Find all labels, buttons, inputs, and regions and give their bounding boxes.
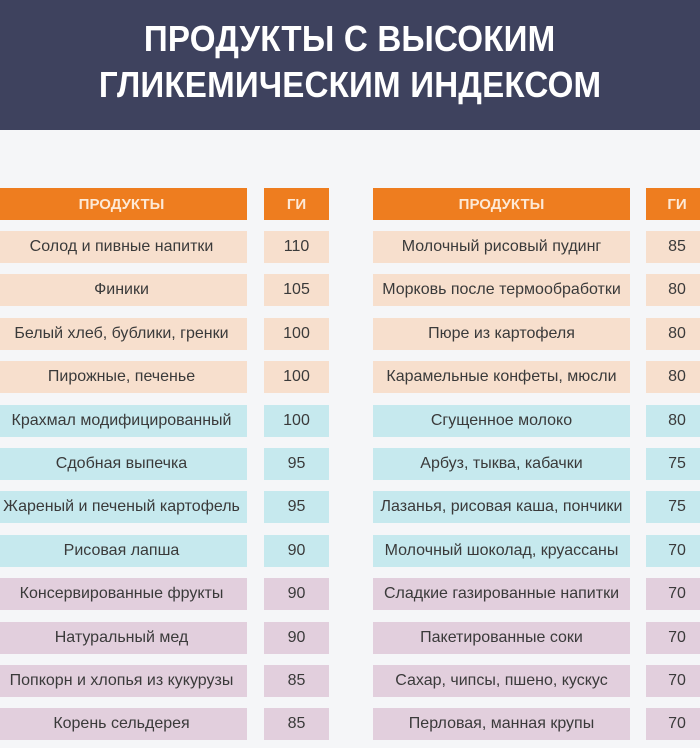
product-name-cell: Молочный рисовый пудинг <box>373 231 630 263</box>
gi-value-cell: 90 <box>264 578 329 610</box>
gi-value-cell: 85 <box>646 231 700 263</box>
title-line-1: ПРОДУКТЫ С ВЫСОКИМ <box>144 18 556 59</box>
product-name-cell: Морковь после термообработки <box>373 274 630 306</box>
gi-value-cell: 70 <box>646 578 700 610</box>
product-name-cell: Сгущенное молоко <box>373 405 630 437</box>
product-name-cell: Сахар, чипсы, пшено, кускус <box>373 665 630 697</box>
column-header-gi: ГИ <box>264 188 329 220</box>
gi-value-cell: 80 <box>646 274 700 306</box>
product-name-cell: Перловая, манная крупы <box>373 708 630 740</box>
column-header-product: ПРОДУКТЫ <box>373 188 630 220</box>
product-name-cell: Натуральный мед <box>0 622 247 654</box>
gi-value-cell: 95 <box>264 491 329 523</box>
gi-value-cell: 90 <box>264 535 329 567</box>
title-line-2: ГЛИКЕМИЧЕСКИМ ИНДЕКСОМ <box>98 64 602 105</box>
gi-value-cell: 70 <box>646 708 700 740</box>
gi-value-cell: 110 <box>264 231 329 263</box>
gi-value-cell: 100 <box>264 318 329 350</box>
product-name-cell: Консервированные фрукты <box>0 578 247 610</box>
gi-value-cell: 80 <box>646 318 700 350</box>
gi-value-cell: 100 <box>264 361 329 393</box>
gi-value-cell: 85 <box>264 665 329 697</box>
product-name-cell: Пакетированные соки <box>373 622 630 654</box>
column-header-gi: ГИ <box>646 188 700 220</box>
product-name-cell: Арбуз, тыква, кабачки <box>373 448 630 480</box>
product-name-cell: Сдобная выпечка <box>0 448 247 480</box>
gi-value-cell: 90 <box>264 622 329 654</box>
gi-value-cell: 80 <box>646 361 700 393</box>
gi-value-cell: 105 <box>264 274 329 306</box>
product-name-cell: Молочный шоколад, круассаны <box>373 535 630 567</box>
gi-value-cell: 70 <box>646 665 700 697</box>
gi-value-cell: 85 <box>264 708 329 740</box>
gi-value-cell: 70 <box>646 622 700 654</box>
gi-value-cell: 70 <box>646 535 700 567</box>
product-name-cell: Попкорн и хлопья из кукурузы <box>0 665 247 697</box>
product-name-cell: Финики <box>0 274 247 306</box>
gi-value-cell: 100 <box>264 405 329 437</box>
product-name-cell: Пюре из картофеля <box>373 318 630 350</box>
product-name-cell: Пирожные, печенье <box>0 361 247 393</box>
title-banner: ПРОДУКТЫ С ВЫСОКИМ ГЛИКЕМИЧЕСКИМ ИНДЕКСО… <box>0 0 700 130</box>
product-name-cell: Карамельные конфеты, мюсли <box>373 361 630 393</box>
product-name-cell: Рисовая лапша <box>0 535 247 567</box>
product-name-cell: Солод и пивные напитки <box>0 231 247 263</box>
product-name-cell: Белый хлеб, бублики, гренки <box>0 318 247 350</box>
column-header-product: ПРОДУКТЫ <box>0 188 247 220</box>
product-name-cell: Крахмал модифицированный <box>0 405 247 437</box>
gi-value-cell: 80 <box>646 405 700 437</box>
product-name-cell: Сладкие газированные напитки <box>373 578 630 610</box>
gi-value-cell: 95 <box>264 448 329 480</box>
product-name-cell: Жареный и печеный картофель <box>0 491 247 523</box>
gi-value-cell: 75 <box>646 491 700 523</box>
gi-value-cell: 75 <box>646 448 700 480</box>
product-name-cell: Корень сельдерея <box>0 708 247 740</box>
product-name-cell: Лазанья, рисовая каша, пончики <box>373 491 630 523</box>
